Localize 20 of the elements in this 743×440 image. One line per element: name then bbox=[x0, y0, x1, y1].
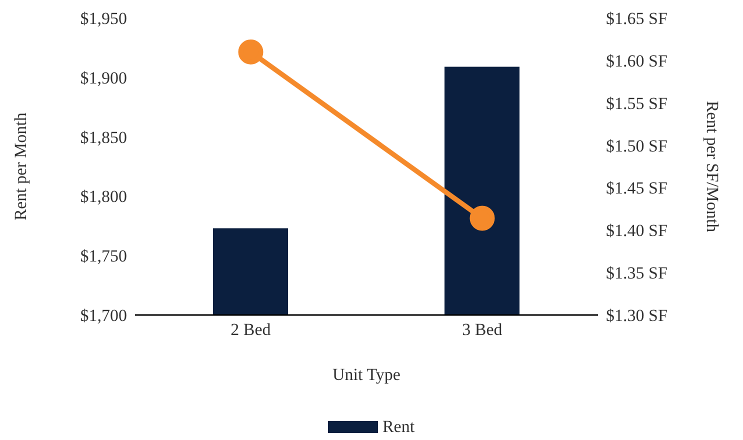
y-tick-label: $1,800 bbox=[80, 187, 127, 206]
y-tick-label: $1,750 bbox=[80, 246, 127, 266]
y2-tick-label: $1.40 SF bbox=[606, 221, 668, 240]
x-tick-label: 2 Bed bbox=[230, 320, 272, 340]
y2-tick-label: $1.50 SF bbox=[606, 136, 668, 156]
y-tick-label: $1,950 bbox=[80, 9, 127, 28]
y-axis-title: Rent per Month bbox=[11, 112, 30, 220]
y2-tick-label: $1.60 SF bbox=[606, 51, 668, 70]
legend-label: Rent bbox=[381, 417, 415, 436]
y2-tick-label: $1.55 SF bbox=[606, 94, 668, 113]
y2-axis-title: Rent per SF/Month bbox=[702, 100, 722, 233]
y2-tick-label: $1.35 SF bbox=[606, 264, 668, 283]
y-tick-label: $1,850 bbox=[80, 128, 127, 147]
x-tick-label: 3 Bed bbox=[462, 320, 503, 340]
y-tick-label: $1,700 bbox=[80, 306, 127, 326]
y-tick-label: $1,900 bbox=[80, 68, 127, 88]
y2-tick-label: $1.45 SF bbox=[606, 178, 668, 198]
x-axis-title: Unit Type bbox=[332, 365, 400, 384]
y2-tick-label: $1.65 SF bbox=[606, 9, 668, 28]
y2-tick-label: $1.30 SF bbox=[606, 306, 668, 326]
